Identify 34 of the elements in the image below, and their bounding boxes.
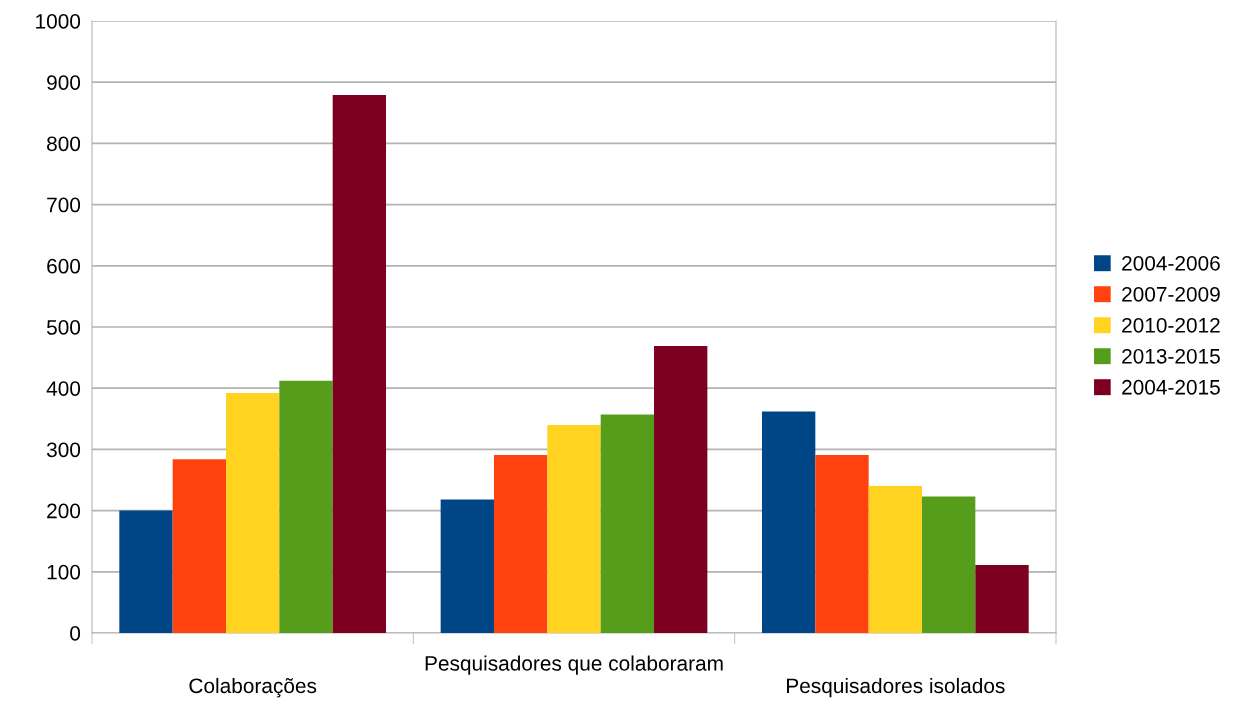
legend-label: 2004-2006	[1122, 255, 1220, 271]
y-tick-label: 200	[47, 503, 81, 519]
y-tick-label: 1000	[36, 14, 81, 29]
bar	[868, 486, 922, 633]
bar	[119, 510, 173, 633]
bar	[172, 459, 226, 633]
bar	[226, 393, 280, 633]
bar	[332, 95, 387, 633]
bar	[600, 414, 655, 633]
bar	[975, 565, 1029, 633]
legend-label: 2013-2015	[1122, 348, 1220, 364]
x-tick-label: Pesquisadores isolados	[787, 677, 1005, 698]
bar	[654, 345, 708, 633]
y-tick-label: 500	[46, 320, 81, 335]
bar	[279, 380, 333, 633]
y-tick-label: 700	[47, 197, 81, 213]
legend-label: 2010-2012	[1122, 317, 1220, 333]
y-tick-label: 600	[47, 258, 81, 274]
y-tick-label: 400	[46, 381, 81, 396]
legend-label: 2007-2009	[1122, 286, 1220, 302]
bar	[493, 454, 548, 633]
bar	[922, 496, 976, 633]
bar	[440, 499, 494, 633]
y-tick-label: 900	[47, 75, 81, 90]
x-tick-label: Colaborações	[189, 677, 317, 698]
y-tick-label: 0	[70, 626, 81, 641]
legend-label: 2004-2015	[1122, 379, 1220, 395]
bar	[547, 424, 601, 633]
x-tick-label: Pesquisadores que colaboraram	[425, 655, 723, 675]
bar	[815, 454, 869, 633]
y-tick-label: 300	[46, 442, 81, 458]
bar	[761, 411, 816, 633]
y-tick-label: 100	[47, 564, 81, 580]
y-tick-label: 800	[47, 136, 81, 152]
